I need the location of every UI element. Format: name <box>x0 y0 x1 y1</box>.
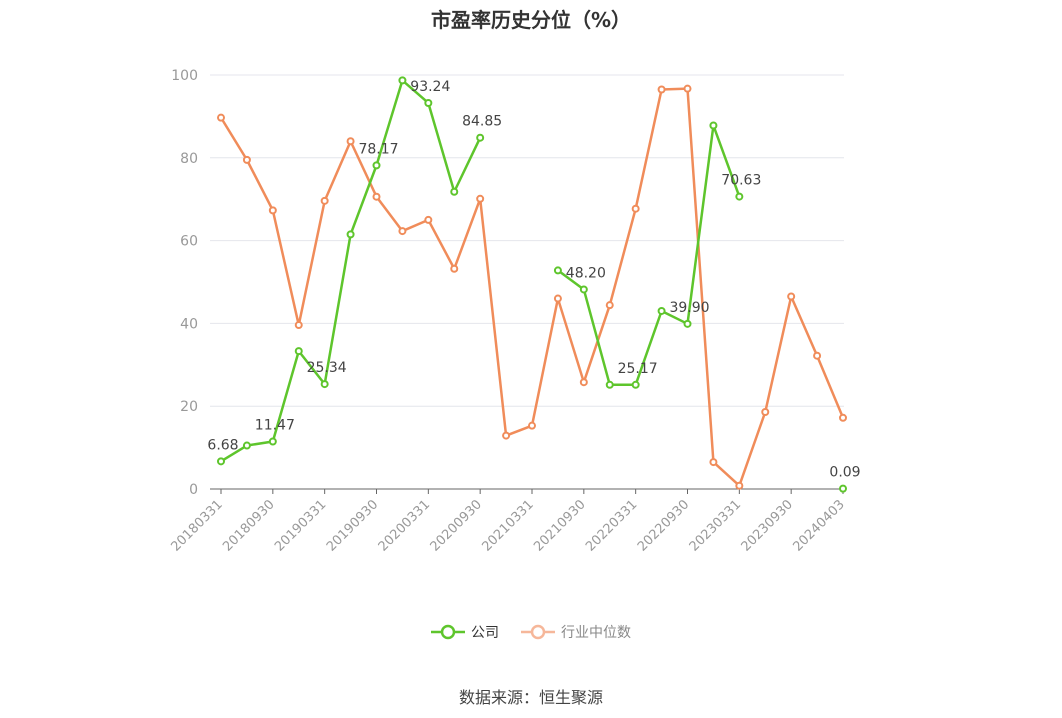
data-point-industry <box>320 196 329 205</box>
data-point-industry <box>657 85 666 94</box>
data-point-industry <box>813 351 822 360</box>
data-point-company <box>631 380 640 389</box>
data-point-company <box>268 437 277 446</box>
data-point-company <box>294 347 303 356</box>
data-point-industry <box>294 321 303 330</box>
x-tick-label: 20190930 <box>324 497 381 554</box>
legend-item-industry[interactable]: 行业中位数 <box>521 622 631 642</box>
data-point-industry <box>579 378 588 387</box>
data-point-company <box>424 98 433 107</box>
legend-label-company: 公司 <box>471 625 499 641</box>
y-tick-label: 20 <box>180 399 198 415</box>
data-point-industry <box>553 294 562 303</box>
data-point-company <box>735 192 744 201</box>
data-point-company <box>242 441 251 450</box>
data-point-company <box>839 484 847 493</box>
data-point-industry <box>709 458 718 467</box>
data-point-industry <box>502 431 511 440</box>
data-point-company <box>579 285 588 294</box>
data-label-company: 48.20 <box>566 265 606 281</box>
data-point-industry <box>839 413 847 422</box>
data-point-company <box>476 133 485 142</box>
data-point-industry <box>398 227 407 236</box>
data-point-industry <box>217 113 225 122</box>
grid-layer <box>210 74 844 407</box>
y-tick-label: 0 <box>189 482 198 498</box>
data-label-company: 39.90 <box>669 300 709 316</box>
data-label-company: 11.47 <box>255 418 295 434</box>
data-point-industry <box>268 206 277 215</box>
data-point-industry <box>424 215 433 224</box>
y-tick-label: 60 <box>180 234 198 250</box>
x-tick-label: 20180930 <box>220 497 277 554</box>
data-point-industry <box>372 192 381 201</box>
data-label-company: 0.09 <box>829 465 860 481</box>
series-company <box>217 76 847 493</box>
x-tick-label: 20220930 <box>635 497 692 554</box>
legend-swatch-industry-icon <box>521 624 555 640</box>
data-label-company: 84.85 <box>462 114 502 130</box>
data-point-company <box>372 161 381 170</box>
data-point-industry <box>683 84 692 93</box>
y-tick-label: 40 <box>180 316 198 332</box>
x-tick-label: 20230930 <box>739 497 796 554</box>
x-tick-label: 20190331 <box>272 497 329 554</box>
data-label-company: 25.17 <box>618 361 658 377</box>
x-tick-label: 20230331 <box>687 497 744 554</box>
data-point-industry <box>735 481 744 490</box>
data-point-industry <box>476 194 485 203</box>
data-label-company: 78.17 <box>358 141 398 157</box>
data-point-industry <box>528 421 536 430</box>
data-point-company <box>217 457 225 466</box>
data-point-company <box>553 266 562 275</box>
data-point-company <box>346 230 355 239</box>
label-layer: 6.68 11.47 25.34 78.17 93.24 84.85 48.20 25.17 3… <box>207 79 860 481</box>
data-point-company <box>450 187 459 196</box>
data-point-industry <box>787 292 796 301</box>
x-tick-label: 20240403 <box>790 497 847 554</box>
x-tick-label: 20210930 <box>531 497 588 554</box>
axis-layer: 0 20 40 60 80 100 2018033120180930201903312019… <box>168 68 847 555</box>
x-tick-label: 20210331 <box>479 497 536 554</box>
chart-title: 市盈率历史分位（%） <box>430 8 632 32</box>
data-point-industry <box>242 155 251 164</box>
x-tick-label: 20200331 <box>376 497 433 554</box>
legend-swatch-company-icon <box>431 624 465 640</box>
data-label-company: 6.68 <box>207 437 238 453</box>
legend-label-industry: 行业中位数 <box>561 625 631 641</box>
y-tick-label: 100 <box>171 68 198 84</box>
data-label-company: 93.24 <box>410 79 450 95</box>
legend-item-company[interactable]: 公司 <box>431 622 499 642</box>
data-point-industry <box>346 137 355 146</box>
data-point-company <box>605 380 614 389</box>
data-point-company <box>320 380 329 389</box>
series-line-company <box>557 124 741 387</box>
y-tick-label: 80 <box>180 151 198 167</box>
data-point-company <box>709 121 718 130</box>
series-industry <box>217 84 847 490</box>
x-tick-label: 20180331 <box>168 497 225 554</box>
legend: 公司 行业中位数 <box>0 622 1062 642</box>
data-point-company <box>683 319 692 328</box>
data-label-company: 25.34 <box>307 360 347 376</box>
x-tick-label: 20220331 <box>583 497 640 554</box>
data-point-industry <box>631 204 640 213</box>
data-point-industry <box>761 407 770 416</box>
data-point-company <box>657 306 666 315</box>
x-tick-label: 20200930 <box>428 497 485 554</box>
series-layer <box>217 76 847 493</box>
data-point-company <box>398 76 407 85</box>
data-point-industry <box>605 301 614 310</box>
source-note: 数据来源：恒生聚源 <box>458 688 603 707</box>
data-point-industry <box>450 264 459 273</box>
data-label-company: 70.63 <box>721 173 761 189</box>
